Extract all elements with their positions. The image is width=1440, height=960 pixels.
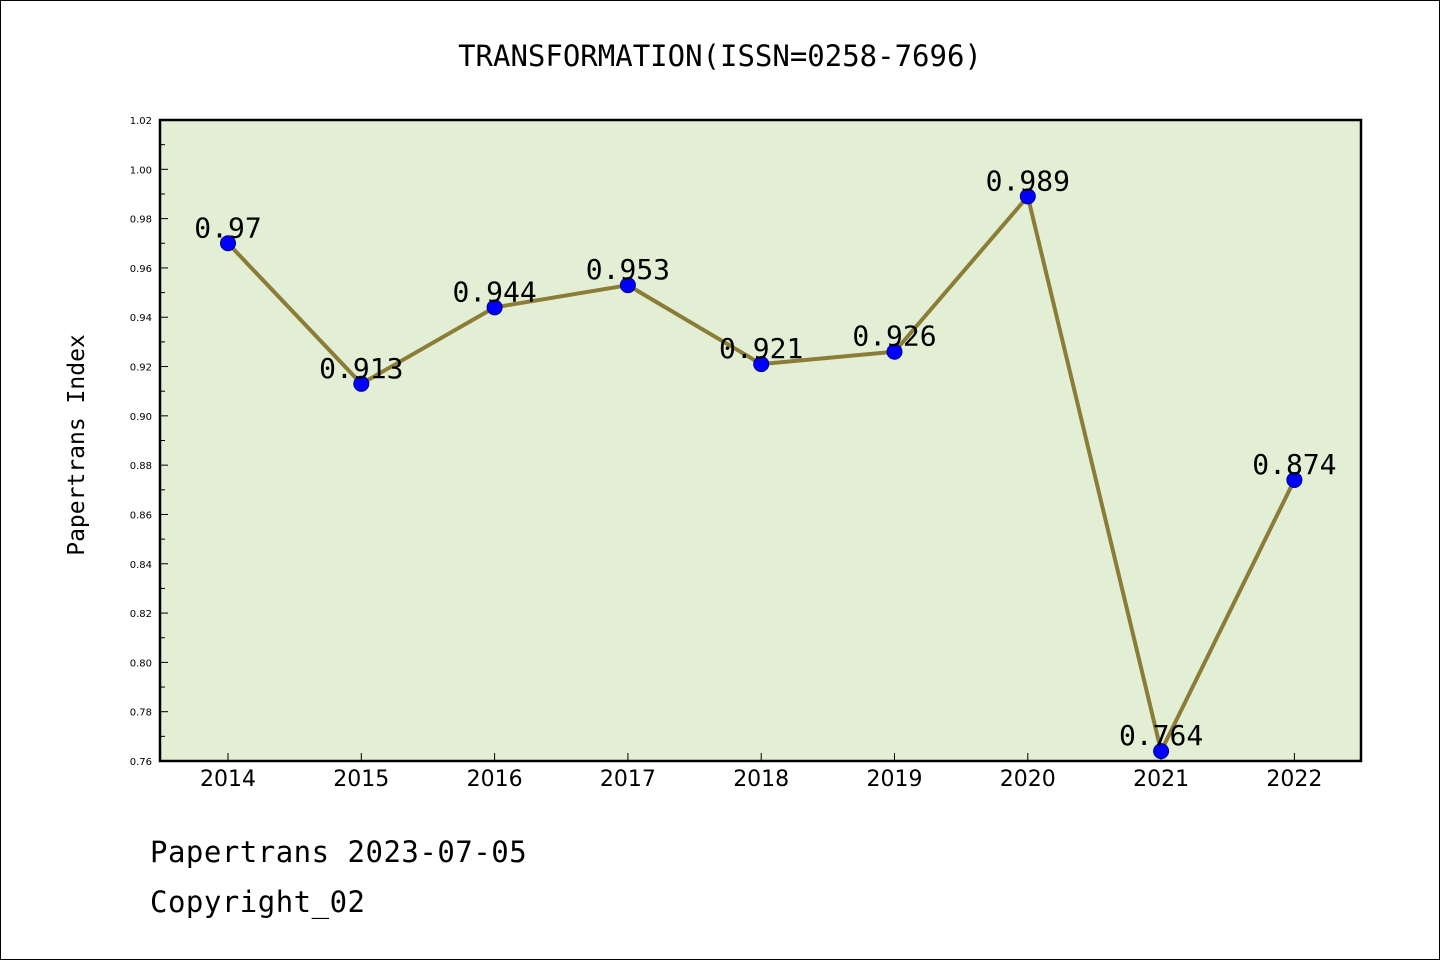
data-label: 0.97	[194, 211, 261, 244]
y-tick-label: 0.96	[130, 264, 152, 275]
data-label: 0.926	[852, 320, 936, 353]
x-tick-label: 2020	[1000, 767, 1056, 792]
data-point-marker	[619, 277, 636, 294]
y-tick-label: 0.84	[130, 560, 152, 571]
data-point-marker	[486, 299, 503, 316]
data-point-marker	[753, 356, 770, 373]
x-tick-label: 2021	[1133, 767, 1189, 792]
y-tick-label: 0.86	[130, 510, 152, 521]
markers-group	[220, 188, 1303, 760]
data-label: 0.953	[586, 253, 670, 286]
data-label: 0.764	[1119, 719, 1203, 752]
data-label: 0.913	[319, 352, 403, 385]
data-point-marker	[1019, 188, 1036, 205]
data-label: 0.989	[986, 164, 1070, 197]
y-tick-label: 1.00	[130, 165, 152, 176]
y-tick-label: 0.76	[130, 757, 152, 768]
x-tick-label: 2018	[733, 767, 789, 792]
x-tick-label: 2017	[600, 767, 656, 792]
footer-copyright: Copyright_02	[150, 885, 366, 919]
data-point-marker	[353, 375, 370, 392]
axis-ticks: 0.76 0.78 0.80 0.82 0.84 0.86 0.88 0.90 0.92 0.94…	[130, 116, 1323, 792]
data-point-marker	[220, 235, 236, 252]
x-tick-label: 2019	[867, 767, 923, 792]
data-label: 0.921	[719, 332, 803, 365]
y-tick-label: 0.82	[130, 609, 152, 620]
x-tick-label: 2014	[200, 767, 256, 792]
y-tick-label: 0.94	[130, 313, 152, 324]
y-tick-label: 0.88	[130, 461, 152, 472]
y-tick-label: 0.90	[130, 412, 152, 423]
x-tick-label: 2022	[1266, 767, 1322, 792]
y-tick-label: 0.80	[130, 658, 152, 669]
data-point-marker	[886, 343, 903, 360]
chart-title: TRANSFORMATION(ISSN=0258-7696)	[458, 39, 982, 73]
y-tick-label: 0.78	[130, 708, 152, 719]
y-axis-label: Papertrans Index	[64, 334, 90, 556]
plot-area	[158, 118, 1363, 763]
y-tick-label: 0.98	[130, 215, 152, 226]
data-labels-group: 0.97 0.913 0.944 0.953 0.921 0.926 0.989 0.764 0…	[194, 164, 1336, 752]
data-label: 0.944	[452, 275, 536, 308]
footer-source: Papertrans 2023-07-05	[150, 835, 528, 869]
x-tick-label: 2016	[467, 767, 523, 792]
y-tick-label: 0.92	[130, 363, 152, 374]
y-tick-label: 1.02	[130, 116, 152, 127]
data-label: 0.874	[1252, 448, 1336, 481]
data-point-marker	[1153, 743, 1170, 760]
x-tick-label: 2015	[333, 767, 389, 792]
data-point-marker	[1286, 471, 1303, 488]
